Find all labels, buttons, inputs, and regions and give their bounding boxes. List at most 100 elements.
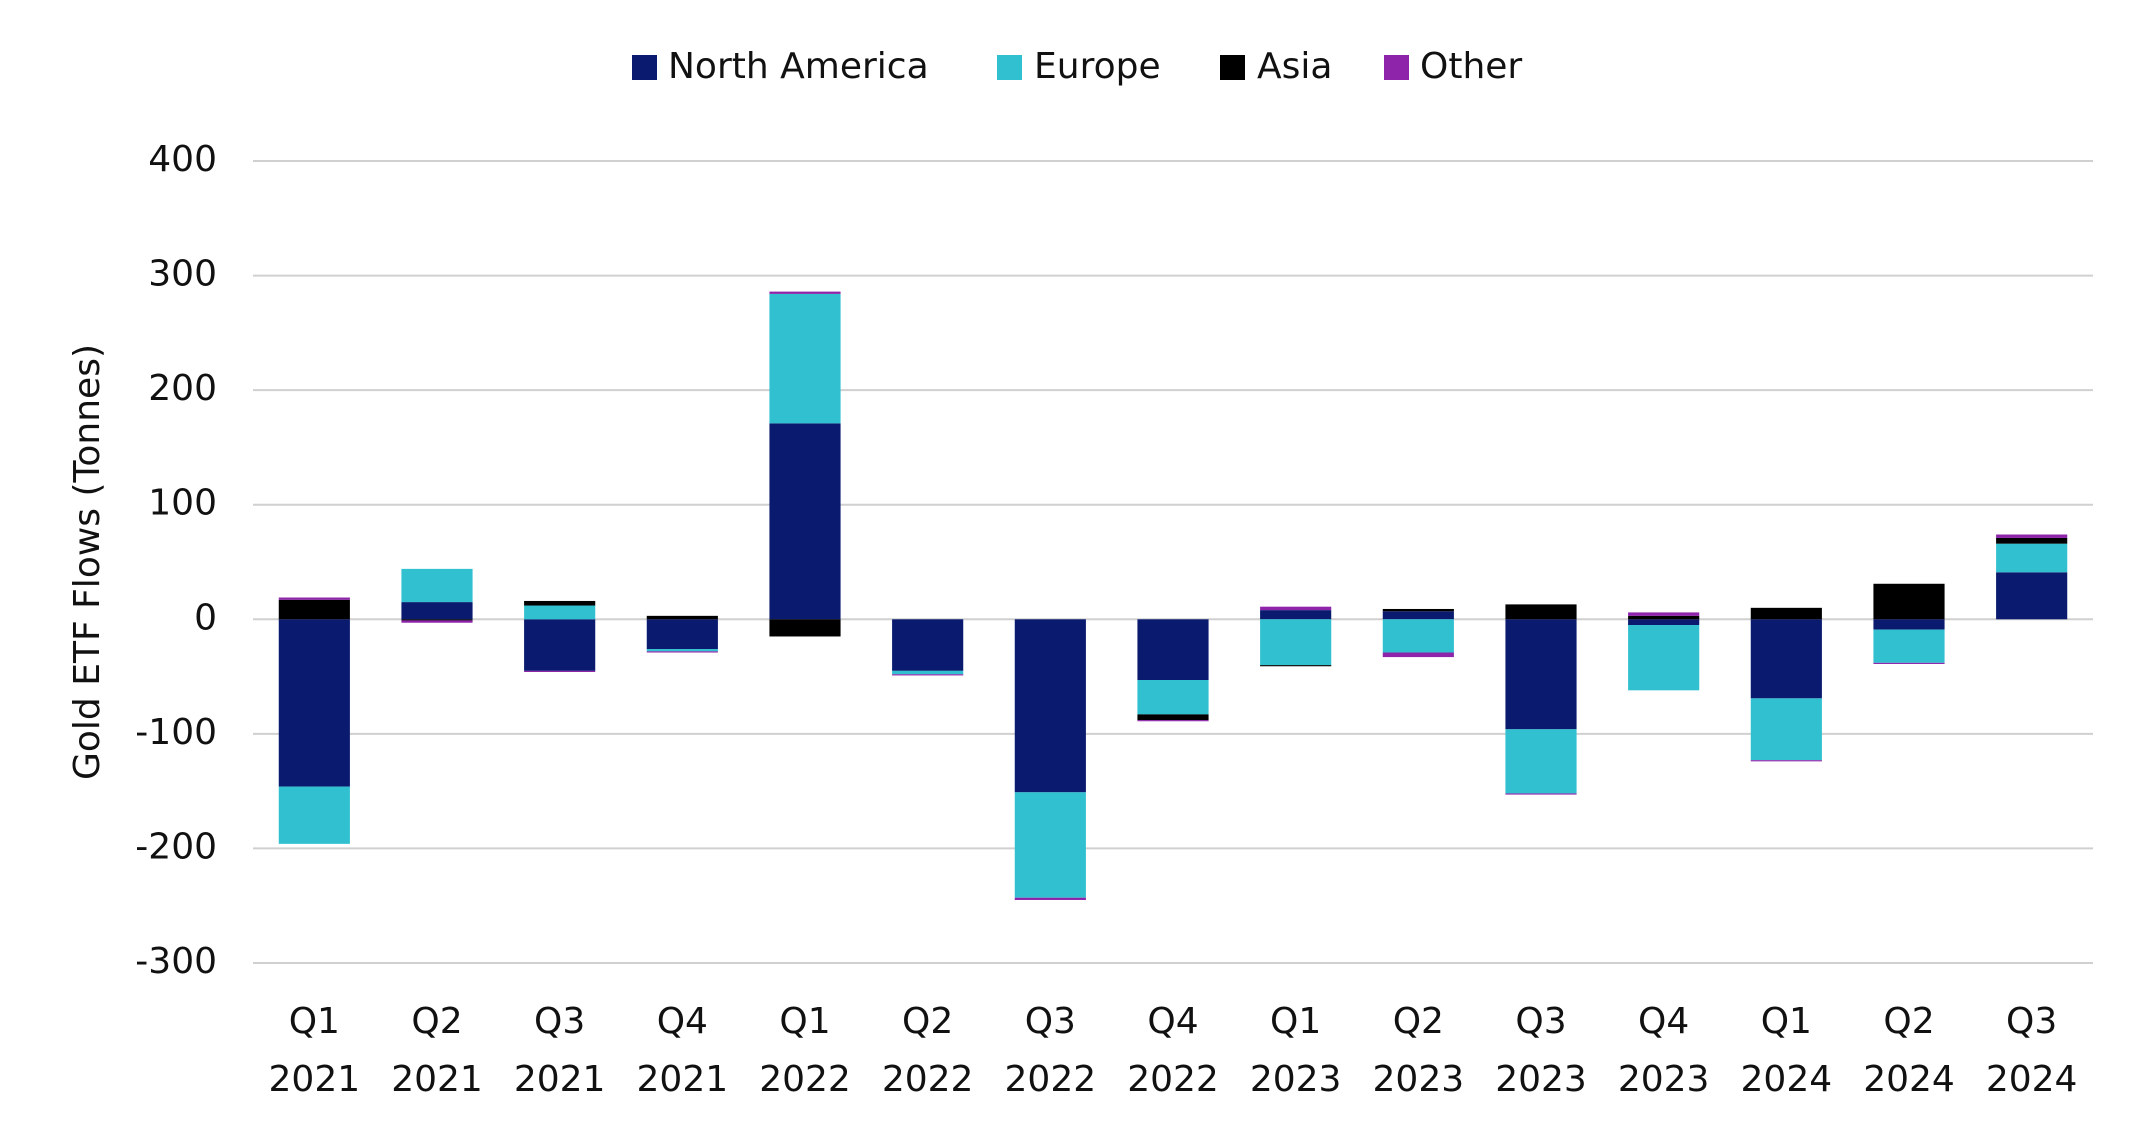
x-tick-label: 2023 xyxy=(1618,1059,1710,1100)
bar-segment xyxy=(278,619,350,787)
x-tick-label: Q2 xyxy=(411,1001,462,1042)
bar-segment xyxy=(1873,583,1945,620)
bar-segment xyxy=(524,619,596,671)
x-tick-label: Q3 xyxy=(1025,1001,1076,1042)
x-tick-label: 2021 xyxy=(269,1059,361,1100)
bar-segment xyxy=(1628,625,1700,691)
bar-segment xyxy=(401,602,473,620)
bar-segment xyxy=(1014,792,1086,898)
y-tick-label: 400 xyxy=(148,139,217,180)
legend-swatch xyxy=(632,55,657,80)
bar-segment xyxy=(401,568,473,603)
y-tick-label: -300 xyxy=(135,941,217,982)
x-tick-label: 2023 xyxy=(1495,1059,1587,1100)
bar-segment xyxy=(524,605,596,620)
legend-label: Other xyxy=(1420,46,1522,87)
bar-segment xyxy=(646,615,718,620)
bar-segment xyxy=(278,786,350,844)
x-tick-label: 2022 xyxy=(759,1059,851,1100)
bar-segment xyxy=(1628,619,1700,626)
bar-segment xyxy=(1382,611,1454,620)
bar-segment xyxy=(1505,619,1577,730)
bar-segment xyxy=(1996,537,2068,544)
x-tick-label: 2024 xyxy=(1986,1059,2078,1100)
legend-swatch xyxy=(1384,55,1409,80)
legend-label: Asia xyxy=(1257,46,1332,87)
x-tick-label: Q1 xyxy=(1270,1001,1321,1042)
x-tick-label: 2024 xyxy=(1863,1059,1955,1100)
bar-segment xyxy=(646,649,718,652)
bar-segment xyxy=(892,674,964,676)
bar-segment xyxy=(1260,606,1332,611)
bar-segment xyxy=(1996,572,2068,620)
y-tick-label: 100 xyxy=(148,483,217,524)
y-tick-label: -100 xyxy=(135,712,217,753)
bar-segment xyxy=(1873,629,1945,663)
bar-segment xyxy=(1260,665,1332,667)
bar-segment xyxy=(892,619,964,671)
x-tick-label: Q2 xyxy=(1393,1001,1444,1042)
x-tick-label: Q3 xyxy=(534,1001,585,1042)
y-tick-label: 200 xyxy=(148,368,217,409)
x-tick-label: Q3 xyxy=(2006,1001,2057,1042)
bar-segment xyxy=(1014,897,1086,900)
bar-segment xyxy=(1750,607,1822,620)
bar-segment xyxy=(1382,608,1454,612)
bar-segment xyxy=(1750,760,1822,762)
bar-segment xyxy=(1505,793,1577,795)
bar-segment xyxy=(1014,619,1086,793)
bar-segment xyxy=(1750,698,1822,761)
x-tick-label: Q4 xyxy=(1638,1001,1689,1042)
bar-segment xyxy=(769,423,841,620)
bar-segment xyxy=(646,619,718,650)
x-tick-label: 2022 xyxy=(882,1059,974,1100)
bar-segment xyxy=(401,619,473,621)
y-tick-label: -200 xyxy=(135,826,217,867)
bar-segment xyxy=(1873,662,1945,664)
bar-segment xyxy=(278,597,350,600)
bar-segment xyxy=(1628,615,1700,620)
bar-segment xyxy=(769,291,841,294)
x-tick-label: 2023 xyxy=(1250,1059,1342,1100)
x-tick-label: Q2 xyxy=(1883,1001,1934,1042)
x-tick-label: 2022 xyxy=(1005,1059,1097,1100)
x-tick-label: Q4 xyxy=(657,1001,708,1042)
bar-segment xyxy=(1382,652,1454,658)
bar-segment xyxy=(1137,619,1209,681)
bar-segment xyxy=(524,600,596,606)
bar-segment xyxy=(1750,619,1822,699)
bar-segment xyxy=(769,619,841,637)
bar-segment xyxy=(1505,604,1577,620)
bar-segment xyxy=(1137,720,1209,722)
x-tick-label: 2021 xyxy=(514,1059,606,1100)
x-tick-label: Q1 xyxy=(289,1001,340,1042)
y-tick-label: 0 xyxy=(194,597,217,638)
bar-segment xyxy=(1382,619,1454,653)
x-tick-label: 2023 xyxy=(1373,1059,1465,1100)
x-tick-label: 2024 xyxy=(1741,1059,1833,1100)
x-tick-label: Q2 xyxy=(902,1001,953,1042)
x-tick-label: Q4 xyxy=(1147,1001,1198,1042)
bar-segment xyxy=(769,293,841,424)
x-tick-label: Q1 xyxy=(1761,1001,1812,1042)
legend-label: Europe xyxy=(1034,46,1161,87)
legend-swatch xyxy=(1220,55,1245,80)
bar-segment xyxy=(401,620,473,623)
x-tick-label: 2021 xyxy=(637,1059,729,1100)
x-tick-label: 2022 xyxy=(1127,1059,1219,1100)
bar-segment xyxy=(1260,619,1332,666)
y-axis-label: Gold ETF Flows (Tonnes) xyxy=(67,344,108,780)
y-tick-label: 300 xyxy=(148,254,217,295)
bar-segment xyxy=(1628,612,1700,616)
bar-segment xyxy=(278,599,350,620)
x-tick-label: Q1 xyxy=(779,1001,830,1042)
bar-segment xyxy=(1505,729,1577,794)
bar-segment xyxy=(1873,619,1945,630)
x-tick-label: 2021 xyxy=(391,1059,483,1100)
bar-segment xyxy=(1996,534,2068,538)
bar-segment xyxy=(646,651,718,653)
legend-label: North America xyxy=(668,46,929,87)
x-tick-label: Q3 xyxy=(1515,1001,1566,1042)
bar-segment xyxy=(1137,680,1209,715)
